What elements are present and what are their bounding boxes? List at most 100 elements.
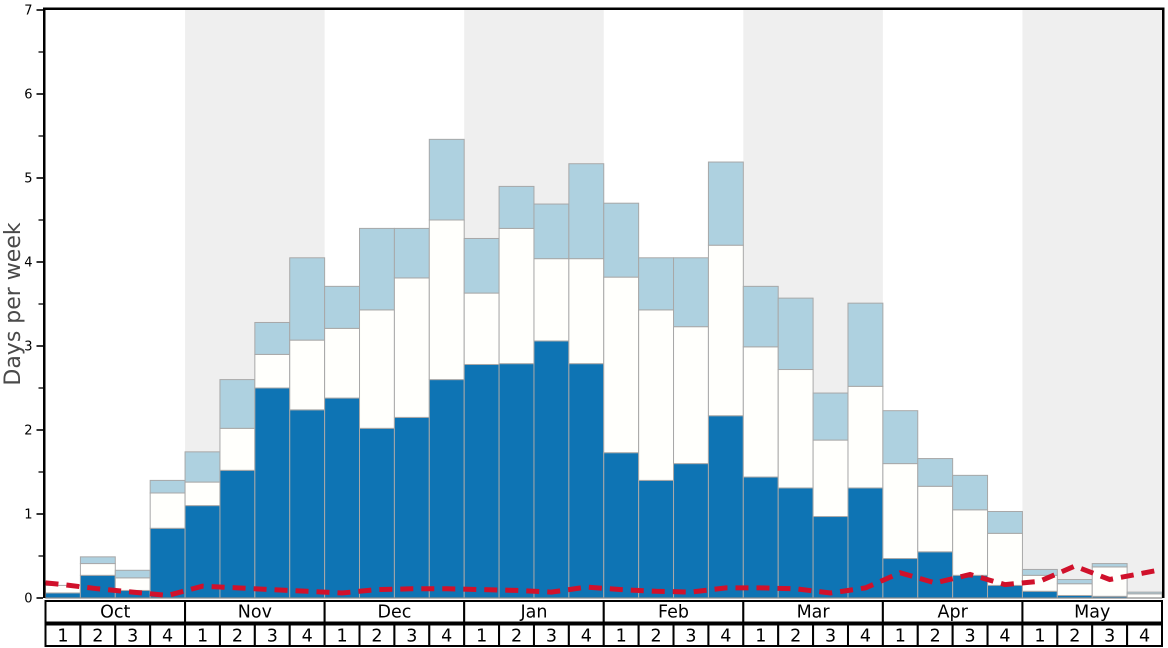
y-axis-title: Days per week (1, 222, 26, 385)
month-label-dec: Dec (377, 603, 411, 623)
bar-dec-wk3-dark-blue-segment (393, 416, 430, 599)
bar-jan-wk1-dark-blue-segment (463, 363, 500, 599)
bar-oct-wk3-light-blue-segment (114, 569, 151, 579)
bar-jan-wk3-white-segment (533, 258, 570, 342)
bar-nov-wk4-white-segment (289, 339, 326, 411)
week-number-label: 2 (371, 627, 382, 647)
week-number-label: 2 (930, 627, 941, 647)
bar-feb-wk1-light-blue-segment (603, 202, 640, 278)
bar-mar-wk4-white-segment (847, 385, 884, 489)
bar-feb-wk2-white-segment (638, 309, 675, 481)
month-cell-may (1021, 600, 1163, 624)
bar-oct-wk4-white-segment (149, 492, 186, 529)
bar-nov-wk3-white-segment (254, 353, 291, 389)
bar-dec-wk4-white-segment (428, 219, 465, 381)
week-number-label: 1 (1034, 627, 1045, 647)
week-number-label: 1 (476, 627, 487, 647)
bar-nov-wk1-dark-blue-segment (184, 505, 221, 599)
week-number-label: 3 (406, 627, 417, 647)
y-tick-label: 3 (24, 340, 32, 355)
month-label-mar: Mar (797, 603, 831, 623)
week-number-label: 3 (685, 627, 696, 647)
month-label-oct: Oct (100, 603, 130, 623)
bar-jan-wk1-white-segment (463, 292, 500, 365)
bar-feb-wk1-dark-blue-segment (603, 452, 640, 599)
bar-dec-wk4-dark-blue-segment (428, 379, 465, 599)
week-number-label: 3 (1104, 627, 1115, 647)
week-number-label: 3 (267, 627, 278, 647)
bar-nov-wk3-dark-blue-segment (254, 387, 291, 599)
week-number-label: 1 (755, 627, 766, 647)
week-number-label: 1 (337, 627, 348, 647)
bar-may-wk2-light-blue-segment (1056, 579, 1093, 585)
week-number-label: 2 (232, 627, 243, 647)
stacked-bars (45, 138, 1163, 599)
bar-mar-wk1-light-blue-segment (742, 285, 779, 348)
week-number-label: 4 (162, 627, 173, 647)
bar-nov-wk4-dark-blue-segment (289, 409, 326, 599)
month-label-may: May (1074, 603, 1110, 623)
bar-dec-wk3-light-blue-segment (393, 227, 430, 279)
week-number-label: 4 (720, 627, 731, 647)
bar-jan-wk4-dark-blue-segment (568, 363, 605, 599)
bar-apr-wk3-light-blue-segment (952, 474, 989, 511)
week-number-label: 2 (92, 627, 103, 647)
bar-may-wk1-light-blue-segment (1021, 568, 1058, 576)
bar-nov-wk2-light-blue-segment (219, 379, 256, 429)
y-tick-label: 0 (24, 592, 32, 607)
bar-mar-wk2-light-blue-segment (777, 297, 814, 371)
bar-nov-wk2-dark-blue-segment (219, 469, 256, 599)
red-dashed-line-layer (45, 563, 1163, 599)
bar-apr-wk4-light-blue-segment (987, 510, 1023, 534)
bar-dec-wk2-light-blue-segment (359, 227, 395, 311)
bar-dec-wk2-white-segment (359, 309, 395, 429)
bar-oct-wk2-white-segment (79, 563, 116, 576)
y-tick-label: 6 (24, 88, 32, 103)
week-number-label: 2 (790, 627, 801, 647)
week-number-label: 4 (860, 627, 871, 647)
y-tick-label: 4 (24, 256, 32, 271)
week-number-label: 4 (999, 627, 1010, 647)
bar-mar-wk4-dark-blue-segment (847, 487, 884, 599)
bar-apr-wk2-white-segment (917, 485, 954, 553)
bar-mar-wk4-light-blue-segment (847, 302, 884, 387)
bar-nov-wk4-light-blue-segment (289, 257, 326, 341)
bar-apr-wk4-dark-blue-segment (987, 584, 1023, 599)
bar-feb-wk1-white-segment (603, 276, 640, 454)
bar-nov-wk1-light-blue-segment (184, 451, 221, 483)
bar-dec-wk3-white-segment (393, 277, 430, 418)
week-number-label: 1 (197, 627, 208, 647)
bar-jan-wk1-light-blue-segment (463, 237, 500, 294)
bar-oct-wk4-light-blue-segment (149, 479, 186, 494)
month-label-jan: Jan (519, 603, 547, 623)
week-number-label: 2 (1069, 627, 1080, 647)
bar-apr-wk1-light-blue-segment (882, 410, 919, 465)
week-number-label: 1 (895, 627, 906, 647)
bar-may-wk4-light-blue-segment (1126, 591, 1163, 595)
bar-feb-wk4-dark-blue-segment (707, 415, 744, 599)
bar-apr-wk2-dark-blue-segment (917, 551, 954, 599)
bar-oct-wk1-dark-blue-segment (45, 592, 81, 599)
bar-may-wk2-white-segment (1056, 583, 1093, 596)
bar-apr-wk3-white-segment (952, 509, 989, 576)
bar-may-wk4-white-segment (1126, 593, 1163, 599)
bar-may-wk1-dark-blue-segment (1021, 590, 1058, 599)
bar-mar-wk2-white-segment (777, 369, 814, 489)
bar-feb-wk3-white-segment (673, 326, 709, 465)
bar-mar-wk1-white-segment (742, 346, 779, 478)
bar-may-wk3-light-blue-segment (1091, 563, 1128, 568)
week-number-label: 4 (1139, 627, 1150, 647)
bar-mar-wk2-dark-blue-segment (777, 487, 814, 599)
y-tick-label: 1 (24, 508, 32, 523)
bar-jan-wk3-dark-blue-segment (533, 340, 570, 599)
week-number-label: 4 (441, 627, 452, 647)
bar-apr-wk1-white-segment (882, 463, 919, 560)
y-tick-label: 5 (24, 172, 32, 187)
week-number-label: 1 (616, 627, 627, 647)
axes-layer: 0 1 2 3 4 5 6 7 (24, 4, 1165, 607)
week-number-label: 3 (825, 627, 836, 647)
bar-dec-wk1-light-blue-segment (324, 285, 361, 329)
bar-apr-wk4-white-segment (987, 532, 1023, 586)
